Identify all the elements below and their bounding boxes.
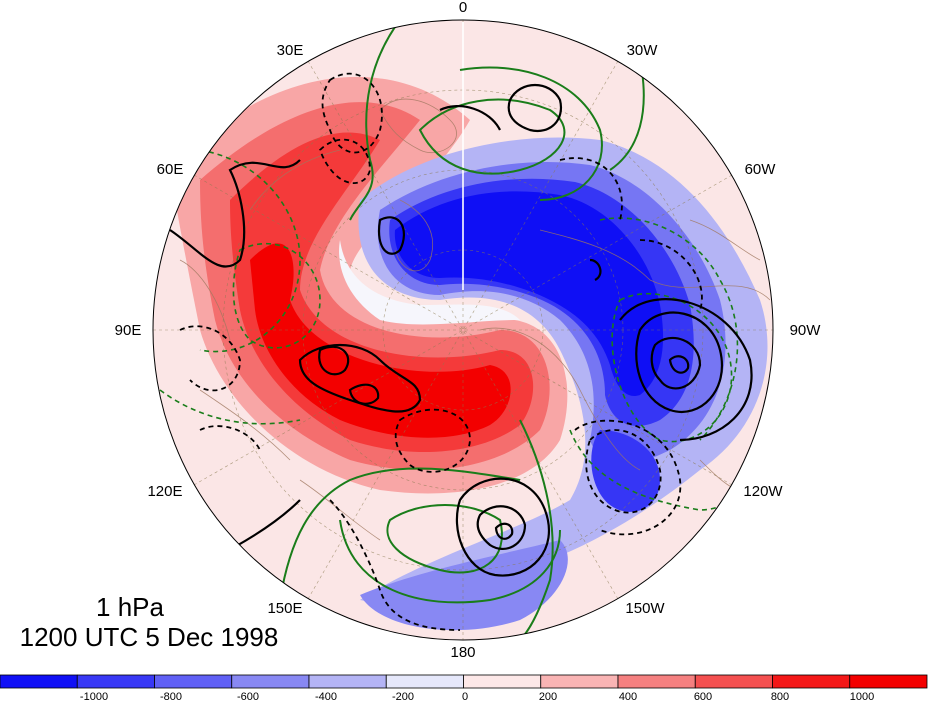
- colorbar-tick-label: -600: [237, 691, 259, 702]
- colorbar-tick-label: 1000: [850, 691, 874, 702]
- longitude-labels: 0 30W 60W 90W 120W 150W 180 150E 120E 90…: [115, 0, 822, 661]
- colorbar-box: [463, 674, 542, 689]
- colorbar-tick-label: -800: [160, 691, 182, 702]
- pressure-level-label: 1 hPa: [96, 592, 164, 622]
- colorbar-box: [231, 674, 310, 689]
- colorbar-tick-label: -1000: [80, 691, 108, 702]
- polar-map: 0 30W 60W 90W 120W 150W 180 150E 120E 90…: [115, 0, 822, 661]
- lon-label-30e: 30E: [277, 42, 304, 59]
- lon-label-90e: 90E: [115, 322, 142, 339]
- coastlines: [179, 98, 771, 541]
- lon-label-120e: 120E: [147, 483, 182, 500]
- lon-label-60w: 60W: [745, 161, 777, 178]
- green-contours: [279, 20, 645, 640]
- lon-label-90w: 90W: [790, 322, 822, 339]
- green-dashed-contours: [159, 149, 761, 511]
- colorbar-box: [694, 674, 773, 689]
- colorbar-tick-labels: -1000 -800 -600 -400 -200 0 200 400 600 …: [80, 691, 874, 702]
- colorbar-box: [540, 674, 619, 689]
- lon-label-120w: 120W: [743, 483, 783, 500]
- colorbar-box: [154, 674, 233, 689]
- map-boundary: [152, 19, 774, 641]
- colorbar-tick-label: 600: [694, 691, 712, 702]
- colorbar: -1000 -800 -600 -400 -200 0 200 400 600 …: [0, 674, 928, 702]
- colorbar-tick-label: 200: [539, 691, 557, 702]
- colorbar-tick-label: -200: [392, 691, 414, 702]
- timestamp-label: 1200 UTC 5 Dec 1998: [19, 622, 279, 652]
- black-dashed-contours: [179, 72, 703, 631]
- lon-label-0: 0: [459, 0, 467, 16]
- colorbar-box: [617, 674, 696, 689]
- colorbar-box: [76, 674, 155, 689]
- colorbar-tick-label: 800: [771, 691, 789, 702]
- colorbar-boxes: [0, 674, 928, 689]
- black-contours: [169, 84, 753, 577]
- colorbar-tick-label: -400: [315, 691, 337, 702]
- lon-label-30w: 30W: [627, 42, 659, 59]
- lon-label-180: 180: [450, 644, 475, 661]
- colorbar-box: [308, 674, 387, 689]
- colorbar-box: [0, 674, 78, 689]
- lon-label-150e: 150E: [267, 600, 302, 617]
- colorbar-box: [385, 674, 464, 689]
- colorbar-tick-label: 400: [619, 691, 637, 702]
- lon-label-60e: 60E: [157, 161, 184, 178]
- lon-label-150w: 150W: [625, 600, 665, 617]
- colorbar-box: [772, 674, 851, 689]
- map-disc: [153, 20, 773, 640]
- colorbar-tick-label: 0: [462, 691, 468, 702]
- colorbar-box: [849, 674, 928, 689]
